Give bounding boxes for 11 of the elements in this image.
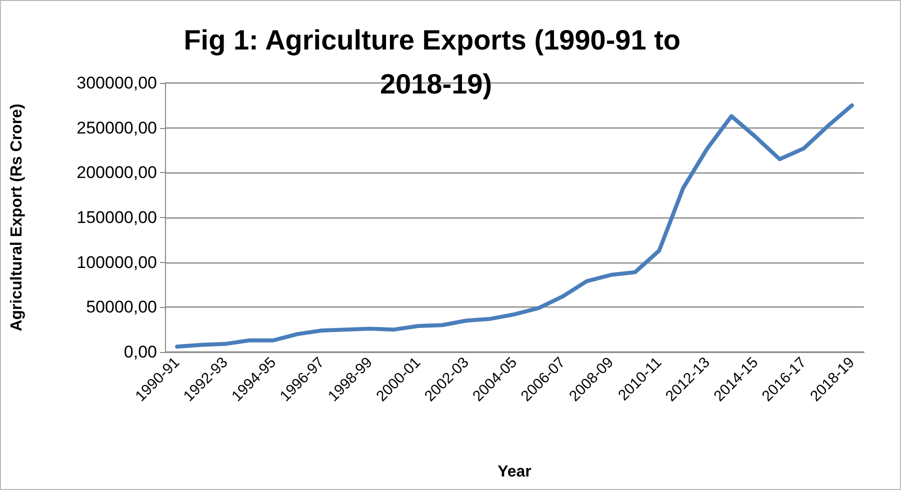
y-tick-label: 250000,00 [76, 118, 157, 138]
x-axis-title: Year [498, 464, 532, 480]
y-tick-label: 50000,00 [86, 298, 157, 317]
y-tick-label: 300000,00 [76, 74, 157, 92]
y-axis-title: Agricultural Export (Rs Crore) [8, 104, 26, 332]
y-tick-label: 100000,00 [76, 252, 157, 272]
y-tick-label: 200000,00 [76, 163, 157, 182]
y-tick-label: 150000,00 [76, 208, 157, 227]
y-tick-label: 0,00 [124, 342, 157, 362]
line-series [175, 103, 854, 349]
chart-title: Fig 1: Agriculture Exports (1990-91 to 2018-19) [184, 24, 688, 100]
